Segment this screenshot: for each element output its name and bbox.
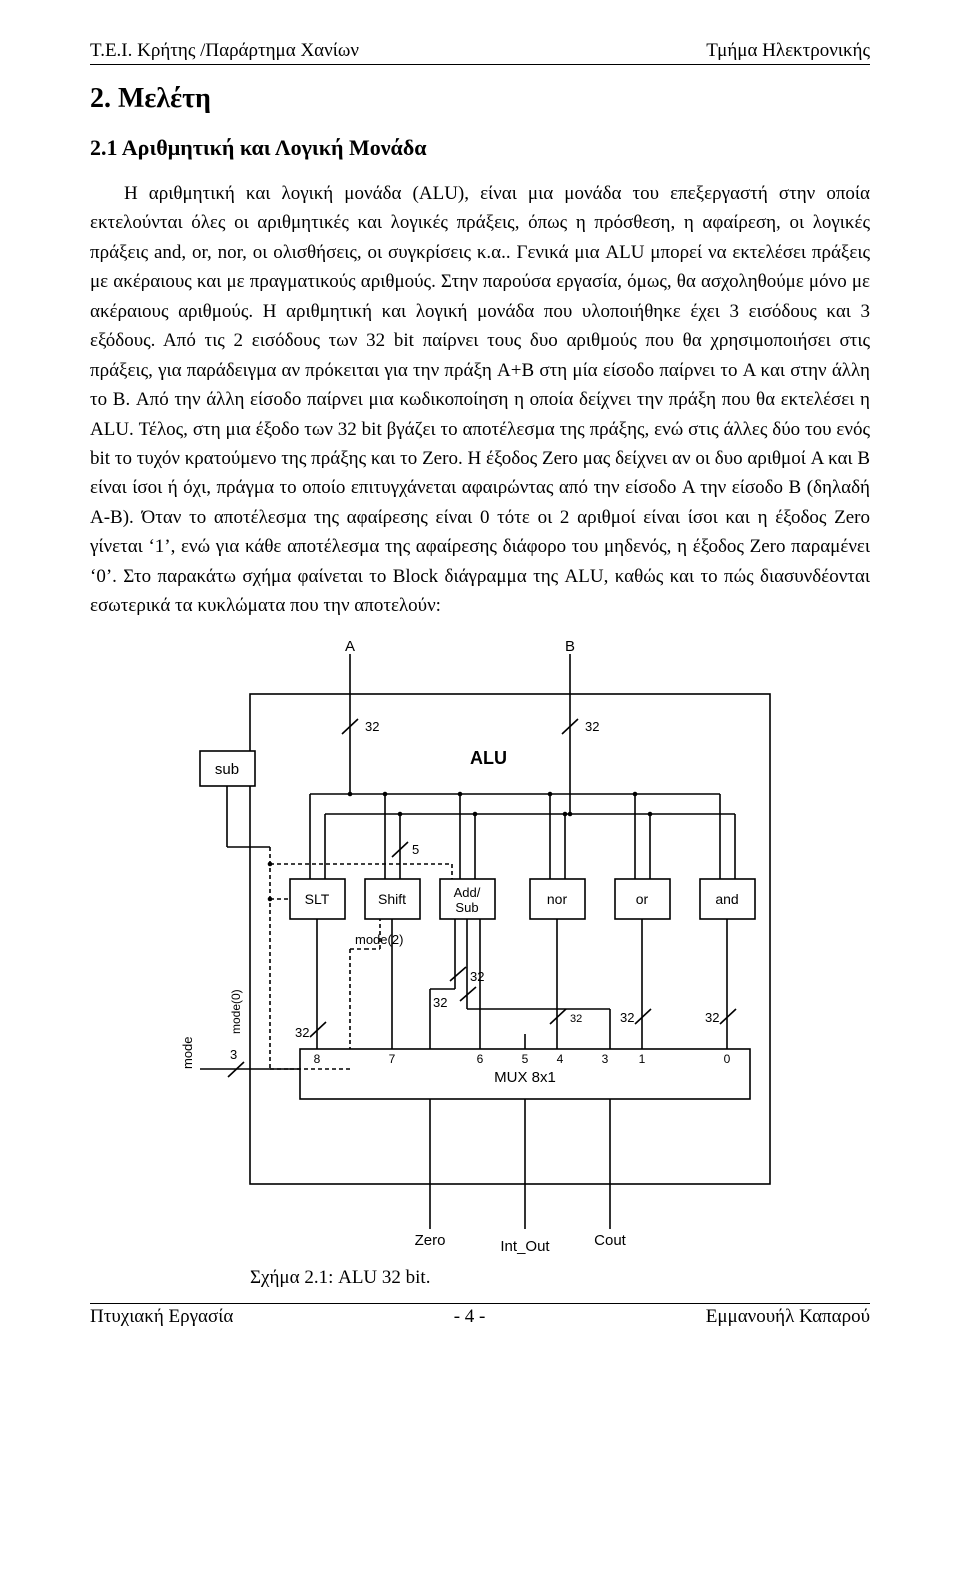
header-rule	[90, 64, 870, 65]
figure-caption: Σχήμα 2.1: ALU 32 bit.	[250, 1267, 870, 1289]
fig-label-mode: mode	[180, 1036, 195, 1069]
fig-label-alu: ALU	[470, 748, 507, 768]
fig-w32-a: 32	[365, 719, 379, 734]
fig-label-zero: Zero	[415, 1232, 446, 1249]
fig-label-and: and	[715, 891, 738, 907]
fig-label-cout: Cout	[594, 1232, 627, 1249]
fig-w3-mode: 3	[230, 1047, 237, 1062]
heading-1: 2. Μελέτη	[90, 83, 870, 115]
header-right: Τμήμα Ηλεκτρονικής	[706, 40, 870, 62]
fig-label-nor: nor	[547, 891, 568, 907]
fig-mux-5: 5	[522, 1052, 529, 1066]
footer-rule	[90, 1303, 870, 1304]
fig-label-addsub2: Sub	[455, 900, 478, 915]
footer-right: Εμμανουήλ Καπαρού	[706, 1306, 870, 1328]
fig-mux-6: 6	[477, 1052, 484, 1066]
fig-mux-8: 8	[314, 1052, 321, 1066]
fig-w5: 5	[412, 842, 419, 857]
header-left: Τ.Ε.Ι. Κρήτης /Παράρτημα Χανίων	[90, 40, 359, 62]
footer-center: - 4 -	[454, 1306, 486, 1328]
fig-w32-1: 32	[295, 1025, 309, 1040]
fig-label-intout: Int_Out	[500, 1238, 550, 1255]
page-footer: Πτυχιακή Εργασία - 4 - Εμμανουήλ Καπαρού	[90, 1306, 870, 1328]
fig-mux-0: 0	[724, 1052, 731, 1066]
heading-2: 2.1 Αριθμητική και Λογική Μονάδα	[90, 135, 870, 161]
fig-label-sub: sub	[215, 761, 239, 778]
paragraph-text: Η αριθμητική και λογική μονάδα (ALU), εί…	[90, 183, 870, 616]
fig-w32-b: 32	[585, 719, 599, 734]
fig-label-shift: Shift	[378, 891, 406, 907]
paragraph-body: Η αριθμητική και λογική μονάδα (ALU), εί…	[90, 179, 870, 621]
fig-label-addsub1: Add/	[454, 885, 481, 900]
fig-label-mux: MUX 8x1	[494, 1069, 556, 1086]
fig-w32-as1: 32	[470, 969, 484, 984]
fig-label-mode0: mode(0)	[229, 989, 243, 1034]
figure-alu-block: A B 32 32 ALU sub	[90, 639, 870, 1289]
fig-mux-7: 7	[389, 1052, 396, 1066]
fig-w32-and: 32	[705, 1010, 719, 1025]
alu-diagram-svg: A B 32 32 ALU sub	[170, 639, 790, 1259]
fig-mux-1: 1	[639, 1052, 646, 1066]
fig-label-a: A	[345, 639, 355, 655]
fig-w32-nor: 32	[570, 1013, 582, 1025]
fig-label-or: or	[636, 891, 649, 907]
fig-mux-4: 4	[557, 1052, 564, 1066]
fig-label-b: B	[565, 639, 575, 655]
page-header: Τ.Ε.Ι. Κρήτης /Παράρτημα Χανίων Τμήμα Ηλ…	[90, 40, 870, 62]
fig-w32-or: 32	[620, 1010, 634, 1025]
fig-mux-3: 3	[602, 1052, 609, 1066]
fig-w32-as2: 32	[433, 995, 447, 1010]
page: Τ.Ε.Ι. Κρήτης /Παράρτημα Χανίων Τμήμα Ηλ…	[0, 0, 960, 1358]
footer-left: Πτυχιακή Εργασία	[90, 1306, 233, 1328]
fig-label-slt: SLT	[305, 891, 330, 907]
